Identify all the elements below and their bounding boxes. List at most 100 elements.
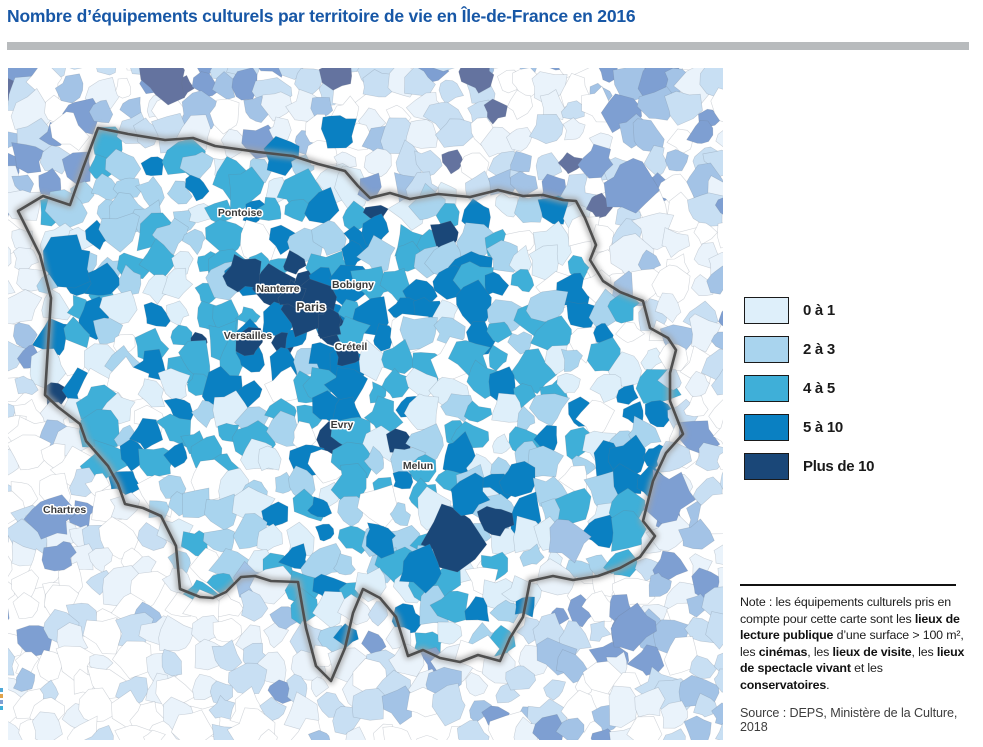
map-area (644, 400, 676, 428)
note-text: Note : les équipements culturels pris en… (740, 595, 965, 693)
map-area (528, 114, 564, 145)
map-area (54, 73, 84, 105)
map-area (610, 602, 657, 652)
map-area (310, 676, 330, 698)
map-area (689, 655, 718, 680)
map-area (255, 196, 282, 221)
map-area (398, 543, 442, 594)
map-area (603, 157, 661, 214)
city-label-evry: Evry (331, 419, 354, 431)
map-area (435, 118, 476, 148)
map-area (666, 128, 694, 155)
map-area (363, 147, 392, 178)
map-area (363, 445, 385, 475)
map-area (263, 622, 290, 649)
map-area (528, 393, 571, 427)
map-area (543, 679, 566, 701)
map-area (450, 472, 491, 517)
map-area (437, 621, 463, 645)
map-area (186, 373, 209, 397)
map-area (519, 543, 545, 567)
map-area (405, 119, 438, 149)
map-area (84, 262, 120, 296)
map-area (483, 98, 508, 125)
map-area (115, 77, 132, 99)
map-credit-sliver (0, 688, 3, 720)
map-area (489, 599, 522, 624)
map-area (365, 522, 397, 559)
map-area (266, 410, 304, 447)
map-area (335, 342, 360, 367)
map-area (420, 503, 488, 573)
legend-row: Plus de 10 (744, 453, 875, 480)
map-area (14, 375, 39, 396)
map-area (664, 90, 703, 126)
map-area (686, 120, 714, 144)
legend-swatch-4-5 (744, 375, 789, 402)
map-area (399, 316, 438, 351)
map-area (392, 471, 414, 490)
map-area (678, 518, 715, 550)
city-label-nanterre: Nanterre (256, 283, 299, 295)
map-area (211, 639, 243, 672)
legend-label: 5 à 10 (803, 419, 843, 436)
legend-row: 4 à 5 (744, 375, 874, 402)
map-area (438, 79, 465, 105)
map-area (636, 86, 677, 121)
map-area (693, 692, 718, 718)
map-area (307, 496, 333, 518)
map-area (381, 338, 416, 375)
map-area (314, 523, 335, 542)
map-area (476, 505, 515, 537)
map-area (277, 279, 307, 310)
map-area (163, 442, 188, 469)
map-area (119, 438, 146, 472)
map-area (510, 150, 532, 173)
map-area (695, 442, 726, 472)
map-area (283, 249, 307, 275)
map-area (560, 348, 583, 372)
choropleth-map: Pontoise Nanterre Bobigny Paris Versailles Cr… (0, 34, 755, 747)
map-area (88, 547, 113, 574)
map-area (222, 253, 262, 293)
map-area (640, 347, 667, 371)
map-area (358, 339, 391, 382)
map-area (684, 370, 710, 399)
map-area (259, 696, 287, 722)
city-label-chartres: Chartres (43, 504, 86, 516)
map-area (12, 592, 40, 619)
city-label-paris: Paris (296, 300, 326, 314)
map-area (548, 518, 592, 564)
map-area (239, 589, 269, 622)
map-area (687, 192, 726, 227)
map-area (88, 99, 114, 124)
region-boundary (16, 126, 685, 683)
map-area (486, 321, 513, 343)
map-area (615, 321, 646, 343)
map-area (157, 367, 191, 403)
map-area (112, 640, 152, 679)
legend-label: 0 à 1 (803, 302, 835, 319)
map-area (137, 378, 166, 408)
map-area (414, 149, 443, 177)
map-area (39, 145, 72, 175)
map-area (469, 700, 492, 724)
note-rule (740, 584, 956, 586)
map-area (562, 117, 586, 141)
map-area (184, 174, 210, 202)
map-area (654, 292, 682, 324)
map-area (683, 395, 709, 417)
map-area (510, 268, 535, 293)
legend-swatch-2-3 (744, 336, 789, 363)
map-area (464, 596, 490, 622)
map-area (484, 271, 510, 297)
map-area (381, 685, 413, 726)
map-area (235, 326, 264, 357)
map-area (651, 264, 691, 305)
map-area (99, 290, 138, 325)
map-area (429, 590, 469, 624)
map-area (242, 199, 269, 224)
legend-label: 2 à 3 (803, 341, 835, 358)
map-area (589, 620, 612, 642)
